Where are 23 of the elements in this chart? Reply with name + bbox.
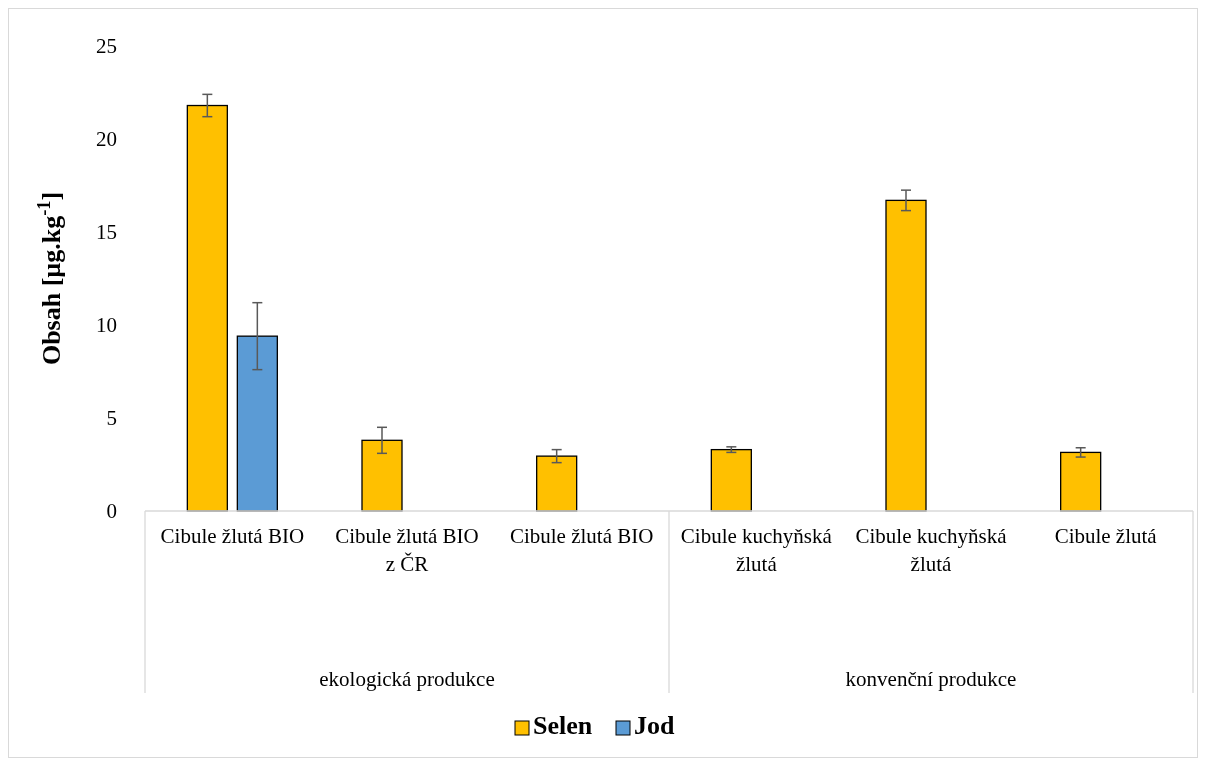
x-tick-label: Cibule žlutá	[1054, 524, 1158, 548]
y-tick-label: 25	[96, 34, 117, 59]
x-tick-label: Cibule žlutá BIO z ČR	[335, 524, 479, 576]
bar	[236, 335, 278, 512]
bar	[710, 448, 752, 512]
legend-label: Jod	[634, 711, 675, 740]
bar	[885, 199, 927, 512]
text: konvenční produkce	[845, 667, 1017, 691]
text: ekologická produkce	[319, 667, 495, 691]
y-tick-label: 0	[106, 499, 117, 524]
legend-label: Selen	[533, 711, 593, 740]
y-tick-label: 10	[96, 313, 117, 338]
bar	[361, 439, 403, 512]
y-tick-label: 20	[96, 127, 117, 152]
bar	[1060, 451, 1102, 512]
x-tick-label: Cibule kuchyňská žlutá	[855, 524, 1008, 576]
y-tick-label: 5	[106, 406, 117, 431]
x-tick-label: Cibule žlutá BIO	[160, 524, 305, 548]
x-tick-label: Cibule žlutá BIO	[509, 524, 654, 548]
bar	[536, 455, 578, 512]
y-tick-label: 15	[96, 220, 117, 245]
x-tick-label: Cibule kuchyňská žlutá	[680, 524, 833, 576]
bar	[186, 104, 228, 512]
